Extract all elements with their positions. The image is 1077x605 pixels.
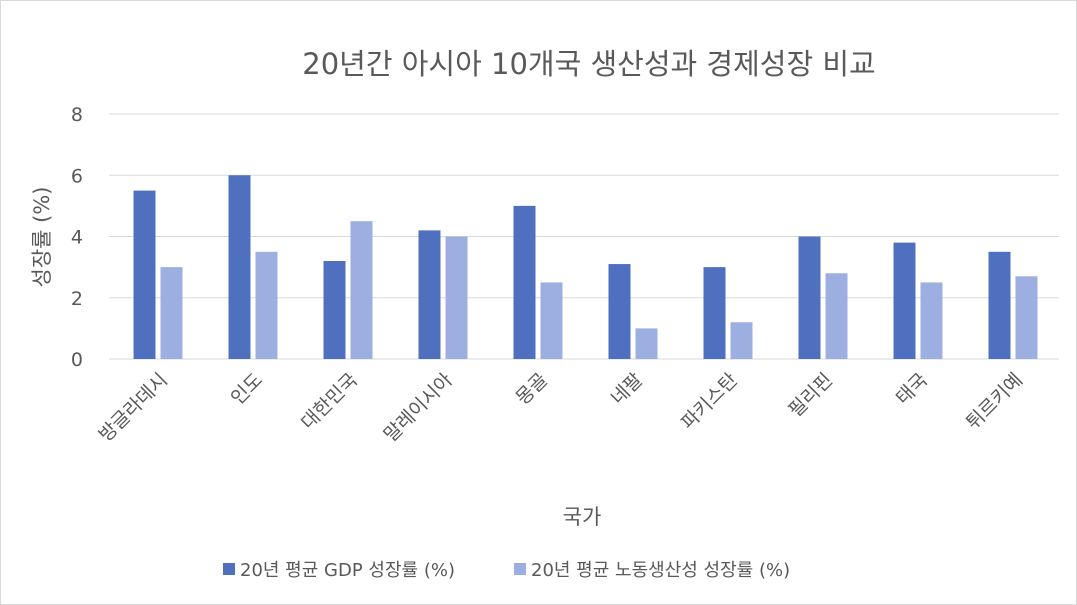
bar — [418, 230, 441, 359]
y-tick-label: 6 — [71, 165, 83, 187]
bar — [635, 328, 658, 359]
bar — [350, 221, 373, 359]
y-tick-label: 4 — [71, 227, 83, 249]
bar — [798, 236, 821, 359]
chart-title: 20년간 아시아 10개국 생산성과 경제성장 비교 — [302, 47, 875, 81]
x-category-label: 인도 — [227, 369, 267, 409]
bar — [825, 273, 848, 359]
bar — [608, 264, 631, 359]
bar — [920, 282, 943, 359]
y-tick-label: 0 — [71, 349, 83, 371]
bar — [1015, 276, 1038, 359]
x-category-label: 말레이시아 — [380, 369, 457, 446]
bars — [133, 175, 1038, 359]
bar — [445, 236, 468, 359]
legend: 20년 평균 GDP 성장률 (%) 20년 평균 노동생산성 성장률 (%) — [223, 560, 790, 581]
bar — [133, 190, 156, 359]
bar — [160, 267, 183, 359]
bar — [893, 242, 916, 359]
x-category-label: 네팔 — [607, 369, 647, 409]
bar — [513, 205, 536, 359]
x-category-label: 태국 — [892, 369, 932, 409]
x-category-label: 방글라데시 — [95, 369, 172, 446]
bar — [228, 175, 251, 359]
bar — [703, 267, 726, 359]
y-axis-title: 성장률 (%) — [30, 187, 54, 288]
x-category-label: 튀르키예 — [962, 369, 1027, 434]
y-axis-ticks: 0 2 4 6 8 — [71, 104, 83, 371]
x-category-label: 파키스탄 — [677, 369, 742, 434]
legend-swatch — [223, 563, 235, 575]
y-tick-label: 8 — [71, 104, 83, 126]
x-category-label: 필리핀 — [784, 369, 837, 422]
bar — [255, 251, 278, 359]
bar — [988, 251, 1011, 359]
legend-label: 20년 평균 GDP 성장률 (%) — [240, 560, 455, 581]
legend-swatch — [514, 563, 526, 575]
legend-label: 20년 평균 노동생산성 성장률 (%) — [531, 560, 790, 581]
bar — [730, 322, 753, 359]
x-category-label: 몽골 — [512, 369, 552, 409]
bar — [323, 261, 346, 359]
y-tick-label: 2 — [71, 288, 83, 310]
gridlines — [109, 113, 1059, 360]
x-axis-title: 국가 — [563, 505, 602, 529]
x-axis-categories: 방글라데시 인도 대한민국 말레이시아 몽골 네팔 파키스탄 필리핀 태국 튀르키예 — [95, 369, 1027, 446]
x-category-label: 대한민국 — [297, 369, 362, 434]
bar — [540, 282, 563, 359]
